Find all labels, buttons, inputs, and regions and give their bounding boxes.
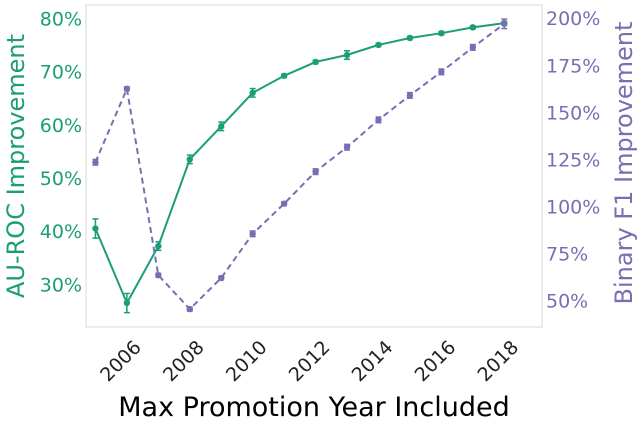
y-tick-label-left: 40% <box>40 221 82 243</box>
data-point <box>155 242 162 250</box>
x-tick-label: 2012 <box>285 336 335 386</box>
data-point <box>375 116 382 124</box>
y-tick-label-left: 80% <box>40 8 82 30</box>
series-line-right <box>94 22 505 311</box>
y-tick-label-left: 50% <box>40 168 82 190</box>
ticks-layer: 30% 40% 50% 60% 70% 80% 50% 75% 100% 125% 150% 175%… <box>40 8 601 386</box>
data-point <box>343 143 351 151</box>
y-tick-label-left: 60% <box>40 115 82 137</box>
data-point <box>155 272 162 279</box>
data-point <box>280 72 288 79</box>
x-tick-label: 2016 <box>411 336 461 386</box>
y-tick-label-right: 100% <box>546 196 600 218</box>
y-tick-label-right: 175% <box>546 55 600 77</box>
data-point <box>123 85 131 92</box>
data-point <box>501 20 508 28</box>
data-point <box>123 299 131 307</box>
y-tick-label-right: 75% <box>546 244 588 266</box>
data-point <box>280 200 288 207</box>
data-point <box>92 225 99 232</box>
y-tick-label-left: 70% <box>40 62 82 84</box>
y-tick-label-left: 30% <box>40 274 82 296</box>
y-tick-label-right: 125% <box>546 149 600 171</box>
y-tick-label-right: 200% <box>546 8 600 30</box>
x-tick-label: 2014 <box>348 336 398 386</box>
x-tick-label: 2010 <box>222 336 272 386</box>
data-point <box>92 159 99 166</box>
series-line-left <box>94 22 505 306</box>
data-point <box>469 24 477 31</box>
data-point <box>249 230 256 237</box>
x-axis-label: Max Promotion Year Included <box>118 392 510 423</box>
series-layer <box>92 18 508 314</box>
data-point <box>186 156 193 163</box>
x-tick-label: 2018 <box>473 336 523 386</box>
data-point <box>406 92 414 99</box>
data-point <box>469 44 477 51</box>
x-tick-label: 2006 <box>96 336 146 386</box>
y-axis-label-right: Binary F1 Improvement <box>610 22 638 305</box>
y-axis-label-left: AU-ROC Improvement <box>2 34 30 298</box>
data-point <box>406 34 414 42</box>
data-point <box>218 123 225 130</box>
data-point <box>312 168 319 175</box>
data-point <box>249 89 256 97</box>
data-point <box>186 305 193 313</box>
data-point <box>343 51 351 59</box>
y-tick-label-right: 50% <box>546 291 588 313</box>
data-point <box>312 58 319 66</box>
x-tick-label: 2008 <box>159 336 209 386</box>
data-point <box>218 274 225 282</box>
data-point <box>438 30 445 37</box>
data-point <box>438 68 445 76</box>
plot-frame <box>85 4 543 328</box>
y-tick-label-right: 150% <box>546 102 600 124</box>
data-point <box>375 41 382 49</box>
